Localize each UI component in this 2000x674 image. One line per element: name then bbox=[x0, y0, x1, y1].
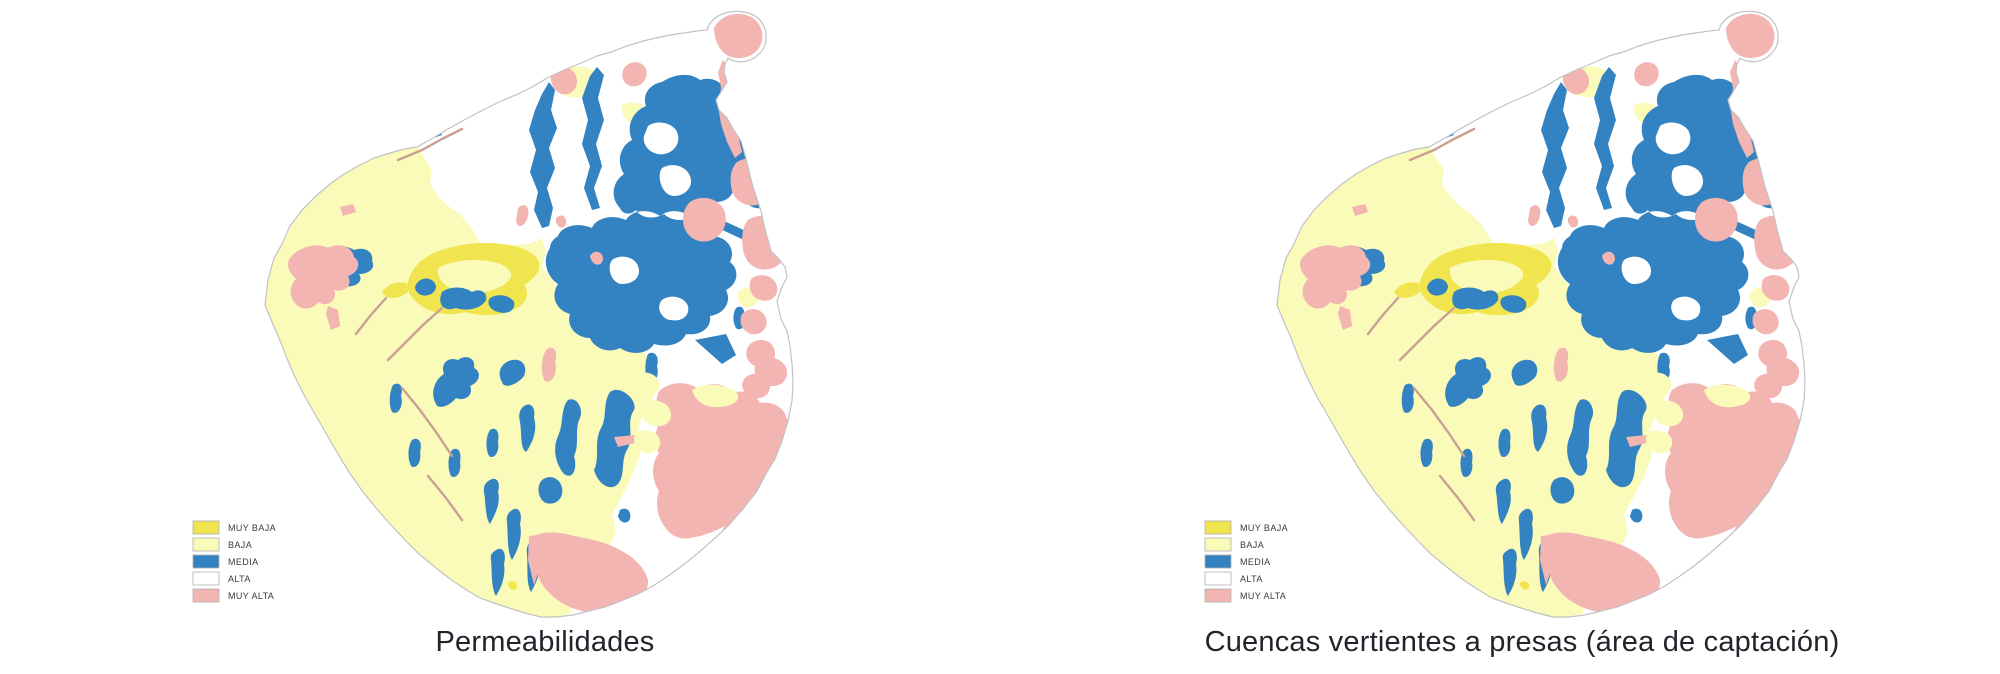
island-map-instance bbox=[193, 11, 793, 620]
permeability-map-right bbox=[1202, 8, 1822, 620]
caption-cuencas-vertientes: Cuencas vertientes a presas (área de cap… bbox=[1204, 626, 1840, 658]
island-map-instance bbox=[1205, 11, 1805, 620]
caption-permeabilidades: Permeabilidades bbox=[435, 626, 655, 658]
permeability-map-left bbox=[190, 8, 810, 620]
